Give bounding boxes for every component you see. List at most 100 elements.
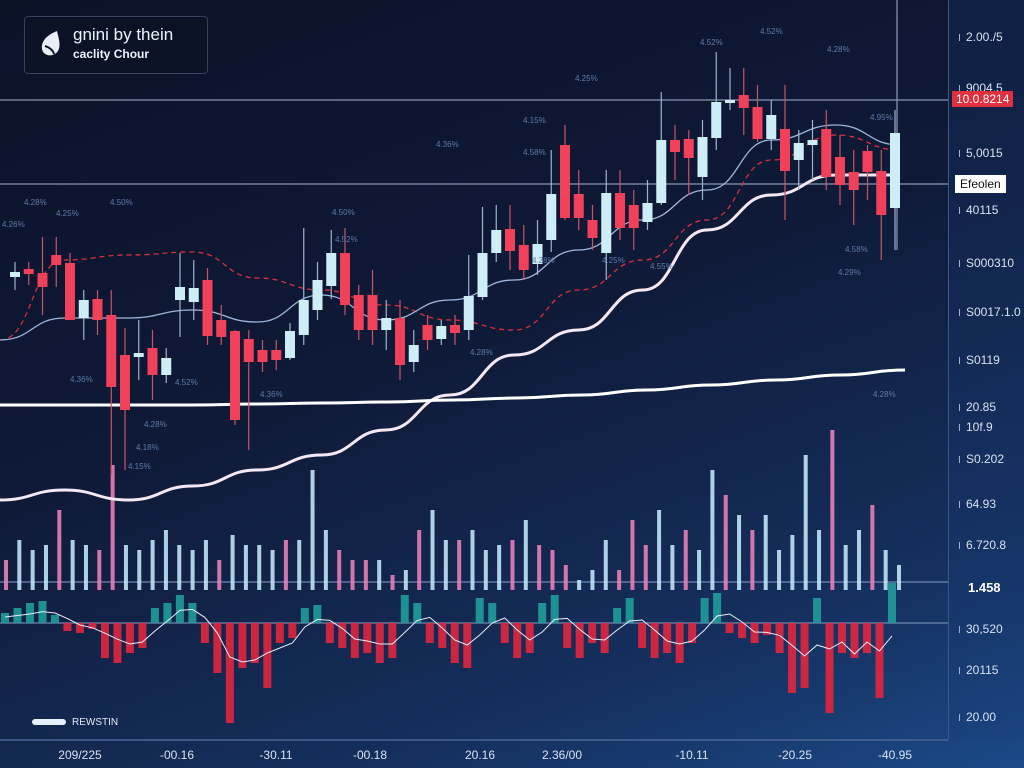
volume-bar bbox=[390, 575, 395, 590]
candle-body bbox=[587, 220, 598, 238]
volume-bar bbox=[270, 550, 275, 590]
candle-body bbox=[546, 194, 557, 240]
candle-body bbox=[161, 358, 172, 375]
macd-bar bbox=[313, 605, 322, 623]
volume-bar bbox=[603, 540, 608, 590]
candle bbox=[780, 85, 790, 220]
macd-bar bbox=[100, 623, 109, 658]
macd-bar bbox=[238, 623, 247, 668]
candle-body bbox=[601, 193, 612, 253]
macd-bar bbox=[225, 623, 234, 723]
candle-body bbox=[477, 253, 488, 297]
macd-bar bbox=[638, 623, 647, 648]
price-axis-label: 20115 bbox=[958, 663, 999, 677]
volume-bar bbox=[363, 560, 368, 590]
legend[interactable]: REWSTIN bbox=[32, 717, 118, 728]
volume-bar bbox=[883, 550, 888, 590]
time-axis-label: -20.25 bbox=[777, 748, 813, 762]
candle-body bbox=[628, 205, 639, 228]
price-annotation: 4.52% bbox=[335, 235, 358, 244]
price-annotation: 4.52% bbox=[700, 38, 723, 47]
volume-bar bbox=[857, 530, 862, 590]
candle bbox=[243, 330, 254, 450]
candle bbox=[133, 320, 144, 380]
price-annotation: 4.28% bbox=[470, 348, 493, 357]
candle bbox=[560, 125, 570, 220]
volume-bar bbox=[323, 530, 328, 590]
macd-bar bbox=[338, 623, 347, 648]
candle-body bbox=[670, 140, 680, 152]
volume-bar bbox=[510, 540, 515, 590]
candle bbox=[793, 130, 804, 190]
candle bbox=[642, 180, 653, 230]
candle bbox=[106, 290, 117, 475]
candle bbox=[463, 255, 474, 340]
candle-body bbox=[340, 253, 350, 305]
macd-bar bbox=[175, 595, 184, 623]
candle-body bbox=[408, 345, 419, 362]
macd-bar bbox=[750, 623, 759, 643]
candle-body bbox=[766, 115, 777, 139]
ma-rising-line bbox=[0, 173, 900, 502]
volume-bar bbox=[843, 545, 848, 590]
price-annotation: 4.15% bbox=[128, 462, 151, 471]
current-price-tag: 10.0.8214 bbox=[952, 91, 1014, 107]
price-annotation: 4.18% bbox=[136, 443, 159, 452]
volume-bar bbox=[497, 545, 502, 590]
candle bbox=[876, 150, 887, 260]
macd-bar bbox=[25, 603, 34, 623]
candle-body bbox=[353, 295, 364, 330]
time-axis-label: 20.16 bbox=[464, 748, 496, 762]
price-annotation: 4.25% bbox=[575, 74, 598, 83]
candle bbox=[161, 348, 172, 383]
volume-bar bbox=[30, 550, 35, 590]
time-axis-label: -00.18 bbox=[352, 748, 388, 762]
macd-bar bbox=[438, 623, 447, 648]
volume-bar bbox=[150, 540, 155, 590]
macd-bar bbox=[663, 623, 672, 653]
candle bbox=[51, 237, 62, 287]
candle-body bbox=[10, 272, 20, 277]
candles bbox=[10, 52, 900, 475]
candle bbox=[738, 68, 749, 135]
volume-bar bbox=[657, 510, 662, 590]
candle-body bbox=[807, 140, 818, 145]
volume-bar bbox=[203, 540, 208, 590]
macd-bar bbox=[838, 623, 847, 653]
price-annotation: 4.28% bbox=[24, 198, 47, 207]
moving-averages bbox=[0, 124, 906, 502]
volume-bar bbox=[617, 570, 622, 590]
macd-bar bbox=[125, 623, 134, 653]
candle-body bbox=[862, 151, 873, 172]
candle-body bbox=[92, 299, 103, 320]
candle-body bbox=[890, 133, 900, 208]
price-annotation: 4.50% bbox=[332, 208, 355, 217]
volume-bar bbox=[710, 470, 715, 590]
macd-bar bbox=[300, 608, 309, 623]
price-annotation: 4.28% bbox=[827, 45, 850, 54]
volume-bar bbox=[897, 565, 901, 590]
macd-bar bbox=[775, 623, 784, 653]
price-axis-label: 40115 bbox=[958, 203, 999, 217]
candle-body bbox=[615, 193, 625, 228]
candle bbox=[546, 150, 557, 252]
price-axis-label: 6.720.8 bbox=[958, 538, 1007, 552]
candle-body bbox=[656, 140, 667, 203]
macd-bar bbox=[625, 598, 634, 623]
macd-bar bbox=[1, 613, 9, 623]
price-annotation: 4.26% bbox=[2, 220, 25, 229]
price-axis-label: S000310 bbox=[958, 256, 1015, 270]
macd-bar bbox=[150, 608, 159, 623]
price-annotation: 4.55% bbox=[650, 262, 673, 271]
volume-bar bbox=[590, 570, 595, 590]
macd-bar bbox=[388, 623, 397, 658]
candle-body bbox=[257, 350, 268, 362]
macd-bar bbox=[600, 623, 609, 653]
candle-body bbox=[752, 107, 763, 139]
price-annotation: 4.28% bbox=[873, 390, 896, 399]
volume-bar bbox=[297, 540, 302, 590]
volume-bar bbox=[457, 540, 462, 590]
candle-body bbox=[298, 300, 309, 335]
volume-bar bbox=[750, 530, 755, 590]
candle-body bbox=[505, 229, 515, 251]
